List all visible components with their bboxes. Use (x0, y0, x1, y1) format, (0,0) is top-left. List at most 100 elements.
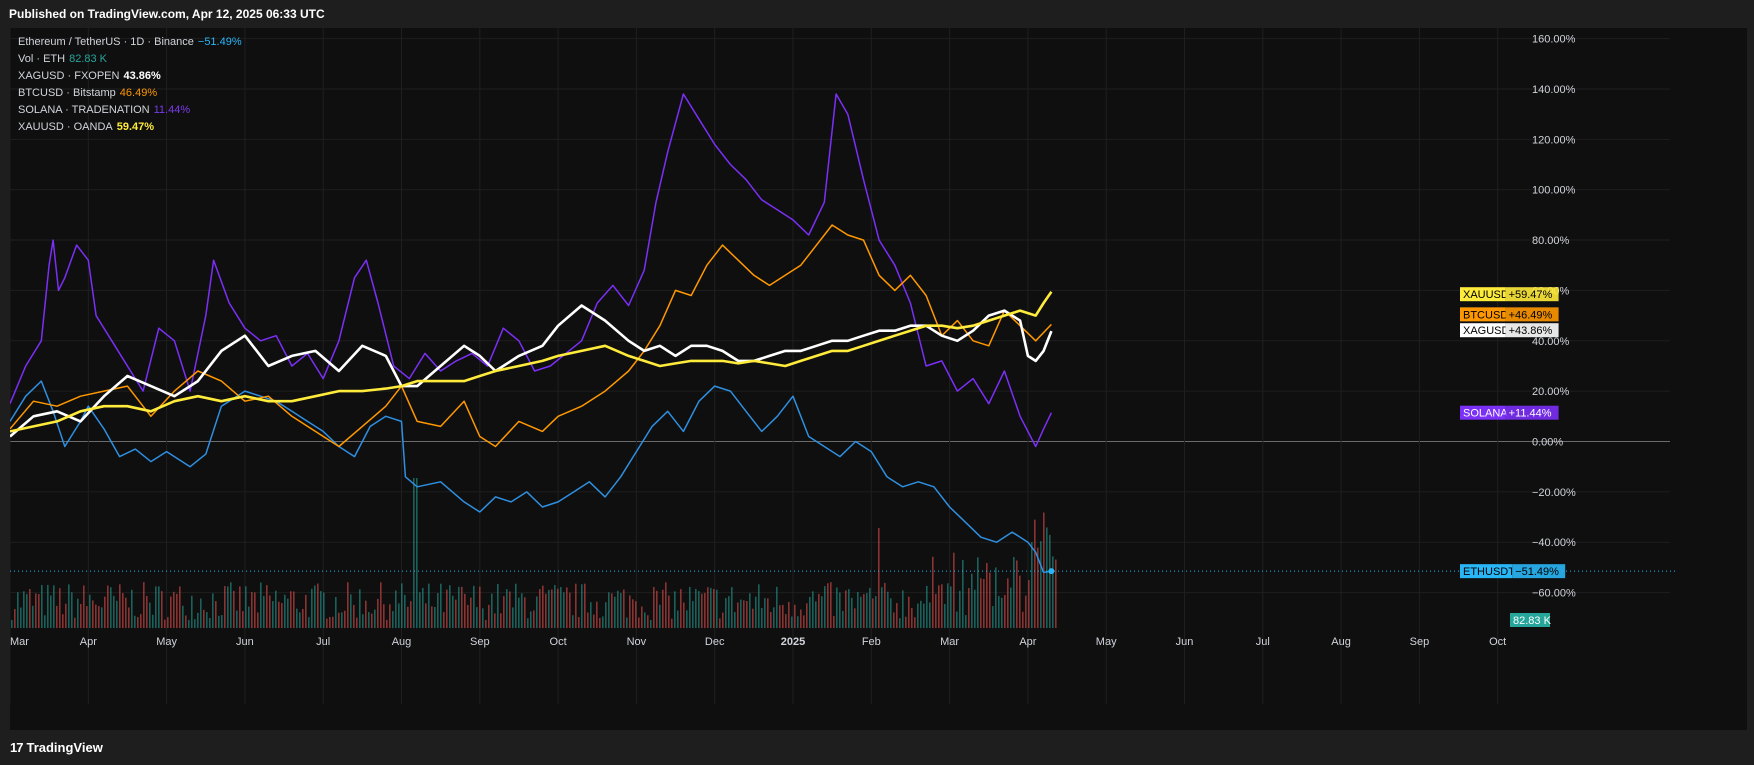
legend-item-solana[interactable]: SOLANA · TRADENATION 11.44% (18, 102, 242, 119)
legend-item-xagusd[interactable]: XAGUSD · FXOPEN 43.86% (18, 68, 242, 85)
volume-bar (1046, 527, 1048, 628)
series-xauusd-badge-name-bg (1460, 287, 1506, 302)
volume-bar (734, 612, 736, 628)
volume-bar (704, 592, 706, 628)
volume-bar (815, 601, 817, 628)
volume-bar (614, 596, 616, 628)
series-line-ethusdt[interactable] (10, 380, 1052, 574)
volume-bar (902, 590, 904, 628)
volume-bar (392, 611, 394, 628)
volume-bar (1022, 611, 1024, 628)
series-line-xauusd[interactable] (10, 291, 1053, 433)
volume-bar (593, 614, 595, 628)
x-tick-label: Aug (392, 636, 412, 648)
volume-bar (29, 588, 31, 628)
volume-bar (158, 586, 160, 628)
footer: 17 TradingView (0, 730, 1754, 765)
volume-bar (521, 593, 523, 628)
volume-bar (746, 601, 748, 628)
volume-bar (668, 595, 670, 628)
volume-bar (917, 603, 919, 628)
legend-item-volume[interactable]: Vol · ETH 82.83 K (18, 51, 242, 68)
volume-bar (170, 596, 172, 628)
volume-bar (47, 584, 49, 628)
series-line-xagusd[interactable] (10, 304, 1053, 438)
volume-bar (302, 608, 304, 628)
volume-bar (254, 592, 256, 628)
volume-bar (665, 582, 667, 628)
series-btcusd-badge-value-bg (1505, 307, 1559, 322)
legend-label: BTCUSD · Bitstamp (18, 87, 116, 99)
series-line-solana[interactable] (10, 93, 1053, 448)
series-btcusd-badge-name-bg (1460, 307, 1506, 322)
volume-bar (20, 607, 22, 628)
volume-bar (407, 606, 409, 628)
volume-bar (44, 615, 46, 628)
volume-bar (125, 597, 127, 628)
volume-bar (53, 585, 55, 628)
volume-bar (551, 589, 553, 628)
volume-bar (764, 598, 766, 628)
volume-bar (323, 592, 325, 628)
volume-bar (1004, 595, 1006, 628)
volume-bar (722, 612, 724, 628)
volume-bar (224, 586, 226, 628)
volume-bar (95, 604, 97, 628)
volume-bar (503, 596, 505, 628)
volume-bar (17, 592, 19, 628)
series-line-btcusd[interactable] (10, 224, 1052, 448)
volume-bar (116, 600, 118, 628)
volume-bar (890, 598, 892, 628)
volume-bar (821, 596, 823, 628)
volume-bar (227, 586, 229, 628)
volume-bar (410, 601, 412, 628)
x-tick-label: Feb (862, 636, 881, 648)
volume-bar (218, 615, 220, 628)
volume-bar (656, 590, 658, 628)
volume-bar (497, 584, 499, 628)
volume-bar (299, 612, 301, 628)
volume-bar (1040, 541, 1042, 628)
volume-bar (464, 593, 466, 628)
volume-bar (293, 591, 295, 628)
volume-bar (1028, 580, 1030, 628)
volume-bar (320, 591, 322, 628)
publish-header: Published on TradingView.com, Apr 12, 20… (0, 0, 1754, 28)
volume-bar (104, 596, 106, 628)
volume-bar (605, 602, 607, 628)
volume-bar (560, 587, 562, 628)
volume-bar (467, 604, 469, 628)
tradingview-brand[interactable]: 17 TradingView (10, 740, 103, 755)
legend-item-xauusd[interactable]: XAUUSD · OANDA 59.47% (18, 119, 242, 136)
volume-bar (185, 615, 187, 628)
volume-bar (863, 594, 865, 628)
volume-bar (416, 478, 418, 628)
volume-bar (758, 584, 760, 628)
volume-bar (887, 591, 889, 628)
volume-bar (860, 596, 862, 628)
volume-bar (1049, 534, 1051, 628)
volume-bar (290, 591, 292, 628)
series-solana-badge-name: SOLANA (1463, 408, 1508, 420)
volume-bar (641, 606, 643, 628)
volume-bar (692, 601, 694, 628)
legend-item-ethusdt[interactable]: Ethereum / TetherUS · 1D · Binance −51.49… (18, 34, 242, 51)
volume-bar (326, 618, 328, 628)
volume-bar (131, 589, 133, 628)
volume-bar (1019, 575, 1021, 628)
volume-bar (1034, 519, 1036, 628)
x-tick-label: Oct (550, 636, 567, 648)
series-ethusdt-badge-value: −51.49% (1515, 566, 1559, 578)
volume-bar (200, 598, 202, 628)
volume-bar (389, 604, 391, 628)
volume-bar (239, 586, 241, 628)
volume-bar (803, 615, 805, 628)
volume-bar (509, 591, 511, 628)
volume-bar (281, 603, 283, 628)
chart-pane[interactable]: 160.00%140.00%120.00%100.00%80.00%60.00%… (10, 28, 1747, 730)
x-tick-label: Oct (1489, 636, 1506, 648)
legend-item-btcusd[interactable]: BTCUSD · Bitstamp 46.49% (18, 85, 242, 102)
volume-bar (335, 597, 337, 628)
comparison-chart[interactable]: 160.00%140.00%120.00%100.00%80.00%60.00%… (10, 28, 1747, 730)
volume-bar (713, 588, 715, 628)
